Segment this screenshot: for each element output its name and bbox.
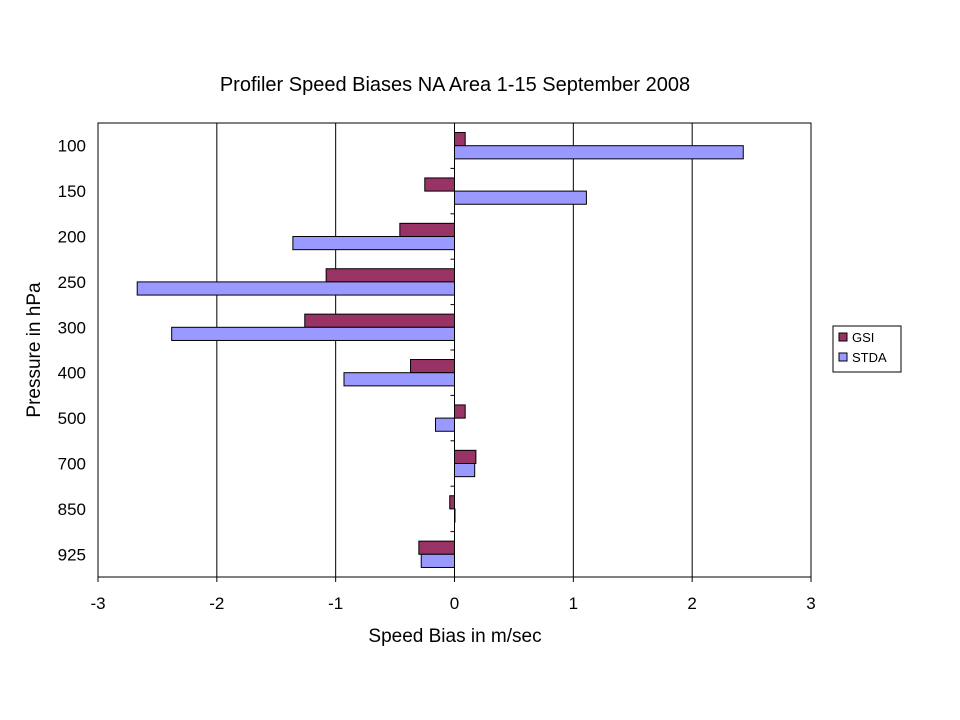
y-tick-label: 850 (58, 500, 86, 519)
bar-stda (136, 281, 455, 296)
bar-gsi (399, 222, 456, 237)
bar-stda (454, 463, 476, 478)
chart-title: Profiler Speed Biases NA Area 1-15 Septe… (220, 74, 690, 96)
x-tick-label: -1 (328, 594, 343, 613)
x-tick-label: -2 (209, 594, 224, 613)
x-tick-label: -3 (90, 594, 105, 613)
bar-stda (343, 372, 455, 387)
legend-label-stda: STDA (852, 350, 887, 365)
bar-gsi (325, 268, 455, 283)
y-axis: 100 150 200 250 300 400 500 700 850 925 (58, 122, 455, 578)
y-tick-label: 500 (58, 409, 86, 428)
bar-gsi (449, 495, 456, 510)
legend-label-gsi: GSI (852, 330, 874, 345)
y-tick-label: 200 (58, 228, 86, 247)
y-tick-label: 150 (58, 182, 86, 201)
bar-gsi (454, 404, 466, 419)
legend-swatch-gsi (838, 332, 848, 342)
bars (136, 132, 744, 568)
y-tick-label: 925 (58, 545, 86, 564)
x-tick-label: 1 (569, 594, 578, 613)
bar-gsi (418, 540, 456, 555)
bar-gsi (424, 177, 455, 192)
bar-gsi (304, 313, 455, 328)
y-tick-label: 100 (58, 137, 86, 156)
bar-stda (292, 236, 455, 251)
bar-gsi (454, 132, 466, 147)
bar-stda (420, 553, 455, 568)
x-tick-label: 0 (450, 594, 459, 613)
y-axis-title: Pressure in hPa (24, 282, 45, 418)
y-tick-label: 250 (58, 273, 86, 292)
bar-stda (171, 326, 455, 341)
bar-gsi (410, 359, 456, 374)
legend-swatch-stda (838, 352, 848, 362)
x-axis-title: Speed Bias in m/sec (368, 626, 541, 647)
x-tick-label: 3 (806, 594, 815, 613)
bar-stda (454, 145, 744, 160)
bar-stda (434, 417, 455, 432)
x-tick-label: 2 (687, 594, 696, 613)
y-tick-label: 400 (58, 364, 86, 383)
y-tick-label: 700 (58, 455, 86, 474)
y-tick-label: 300 (58, 318, 86, 337)
bar-gsi (454, 449, 477, 465)
x-axis: -3 -2 -1 0 1 2 3 (90, 577, 816, 613)
legend-box (832, 325, 902, 373)
bar-stda (454, 190, 587, 205)
legend: GSI STDA (832, 325, 902, 373)
